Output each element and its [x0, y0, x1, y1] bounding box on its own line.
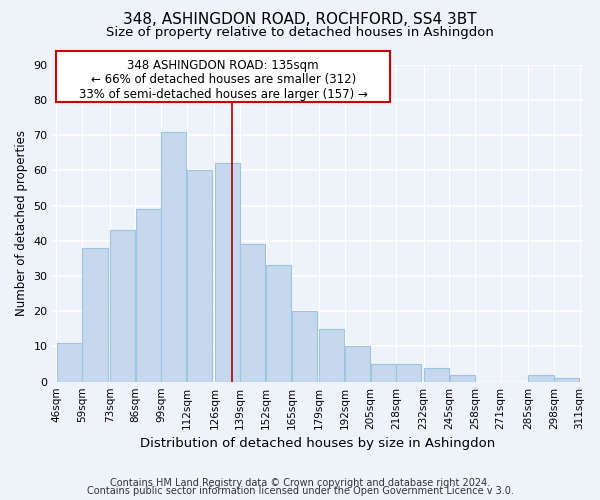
- Bar: [449, 374, 475, 382]
- Text: 33% of semi-detached houses are larger (157) →: 33% of semi-detached houses are larger (…: [79, 88, 368, 101]
- Text: ← 66% of detached houses are smaller (312): ← 66% of detached houses are smaller (31…: [91, 74, 356, 86]
- Bar: [241, 244, 265, 382]
- Bar: [57, 343, 82, 382]
- Bar: [319, 329, 344, 382]
- Text: 348 ASHINGDON ROAD: 135sqm: 348 ASHINGDON ROAD: 135sqm: [127, 60, 319, 72]
- Bar: [371, 364, 395, 382]
- Bar: [345, 346, 370, 382]
- Bar: [215, 164, 240, 382]
- Bar: [187, 170, 212, 382]
- Bar: [396, 364, 421, 382]
- Bar: [56, 50, 390, 102]
- Text: Contains public sector information licensed under the Open Government Licence v : Contains public sector information licen…: [86, 486, 514, 496]
- Bar: [424, 368, 449, 382]
- Text: Contains HM Land Registry data © Crown copyright and database right 2024.: Contains HM Land Registry data © Crown c…: [110, 478, 490, 488]
- Text: Size of property relative to detached houses in Ashingdon: Size of property relative to detached ho…: [106, 26, 494, 39]
- Bar: [554, 378, 579, 382]
- Bar: [82, 248, 107, 382]
- Bar: [136, 209, 161, 382]
- Bar: [110, 230, 135, 382]
- Bar: [266, 266, 291, 382]
- Text: 348, ASHINGDON ROAD, ROCHFORD, SS4 3BT: 348, ASHINGDON ROAD, ROCHFORD, SS4 3BT: [123, 12, 477, 28]
- Y-axis label: Number of detached properties: Number of detached properties: [15, 130, 28, 316]
- Bar: [161, 132, 187, 382]
- Bar: [529, 374, 554, 382]
- X-axis label: Distribution of detached houses by size in Ashingdon: Distribution of detached houses by size …: [140, 437, 496, 450]
- Bar: [292, 311, 317, 382]
